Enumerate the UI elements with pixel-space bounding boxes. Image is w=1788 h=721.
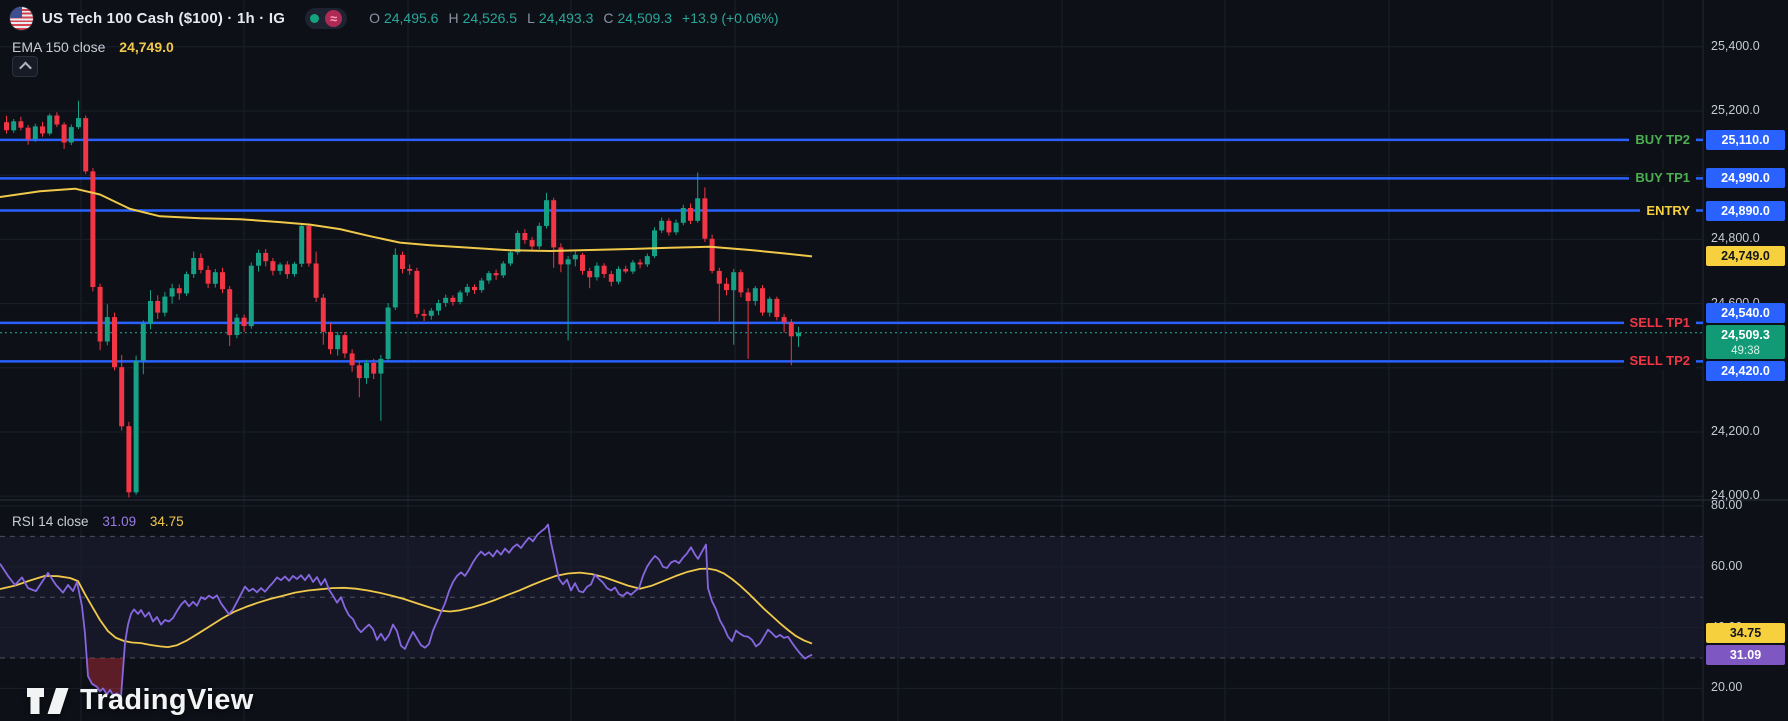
level-label-entry[interactable]: ENTRY [1640,201,1696,220]
rsi-ma-value: 34.75 [149,514,184,529]
ema-line [0,187,813,258]
ema-value-badge: 24,749.0 [1706,245,1785,266]
symbol-row: US Tech 100 Cash ($100) · 1h · IG ≈ O 24,… [10,5,779,31]
level-badge-entry: 24,890.0 [1706,200,1785,221]
rsi-band [0,536,1703,658]
price-scale[interactable] [1703,0,1788,721]
rsi-scale-tick: 20.00 [1711,680,1743,695]
level-lines [0,138,1703,363]
irregular-session-icon: ≈ [325,9,343,27]
high-label: H [448,10,459,26]
tradingview-logo-icon [27,687,69,714]
change-value: +13.9 (+0.06%) [682,10,779,26]
session-status-pill[interactable]: ≈ [305,7,348,29]
price-scale-tick: 24,800.0 [1711,231,1760,246]
low-value: 24,493.3 [538,10,594,26]
ema-indicator-row[interactable]: EMA 150 close 24,749.0 [12,39,779,55]
candles-layer [4,100,801,498]
collapse-panel-button[interactable] [12,56,38,77]
ema-indicator-label: EMA 150 close [12,39,106,55]
current-price-value: 24,509.3 [1721,327,1770,342]
ohlc-readout: O 24,495.6 H 24,526.5 L 24,493.3 C 24,509.3 … [363,10,778,26]
rsi-badge-34-75: 34.75 [1706,622,1785,643]
us-flag-icon [10,6,33,30]
open-label: O [369,10,380,26]
rsi-indicator-label: RSI 14 close [12,514,89,529]
rsi-scale-tick: 80.00 [1711,498,1743,512]
watermark-text: TradingView [80,684,254,716]
level-badge-buy-tp2: 25,110.0 [1706,129,1785,150]
market-status-dot-icon [310,13,320,23]
ema-indicator-value: 24,749.0 [119,39,174,55]
tradingview-watermark[interactable]: TradingView [26,684,254,717]
low-label: L [527,10,535,26]
close-label: C [603,10,614,26]
price-scale-tick: 24,000.0 [1711,488,1760,503]
rsi-scale-tick: 60.00 [1711,558,1743,573]
chart-header: US Tech 100 Cash ($100) · 1h · IG ≈ O 24,… [10,5,779,77]
rsi-ma-line [0,567,813,648]
level-badge-buy-tp1: 24,990.0 [1706,168,1785,189]
countdown-timer: 49:38 [1731,344,1760,357]
level-label-sell-tp1[interactable]: SELL TP1 [1623,313,1696,332]
price-scale-tick: 25,400.0 [1711,38,1760,53]
level-label-buy-tp1[interactable]: BUY TP1 [1629,169,1696,188]
close-value: 24,509.3 [617,10,673,26]
high-value: 24,526.5 [462,10,518,26]
level-badge-sell-tp1: 24,540.0 [1706,302,1785,323]
current-price-badge: 24,509.3 49:38 [1706,324,1785,359]
level-label-buy-tp2[interactable]: BUY TP2 [1629,130,1696,149]
rsi-value: 31.09 [102,514,137,529]
open-value: 24,495.6 [383,10,439,26]
price-scale-tick: 24,200.0 [1711,424,1760,439]
chevron-up-icon [18,61,32,75]
level-badge-sell-tp2: 24,420.0 [1706,360,1785,381]
rsi-line [0,523,813,698]
rsi-indicator-row[interactable]: RSI 14 close 31.09 34.75 [12,514,184,529]
symbol-title[interactable]: US Tech 100 Cash ($100) · 1h · IG [42,9,286,27]
level-label-sell-tp2[interactable]: SELL TP2 [1623,352,1696,371]
price-scale-tick: 25,200.0 [1711,103,1760,117]
rsi-badge-31-09: 31.09 [1706,644,1785,665]
rsi-oversold-fill [86,658,124,697]
flag-canton [10,6,22,18]
